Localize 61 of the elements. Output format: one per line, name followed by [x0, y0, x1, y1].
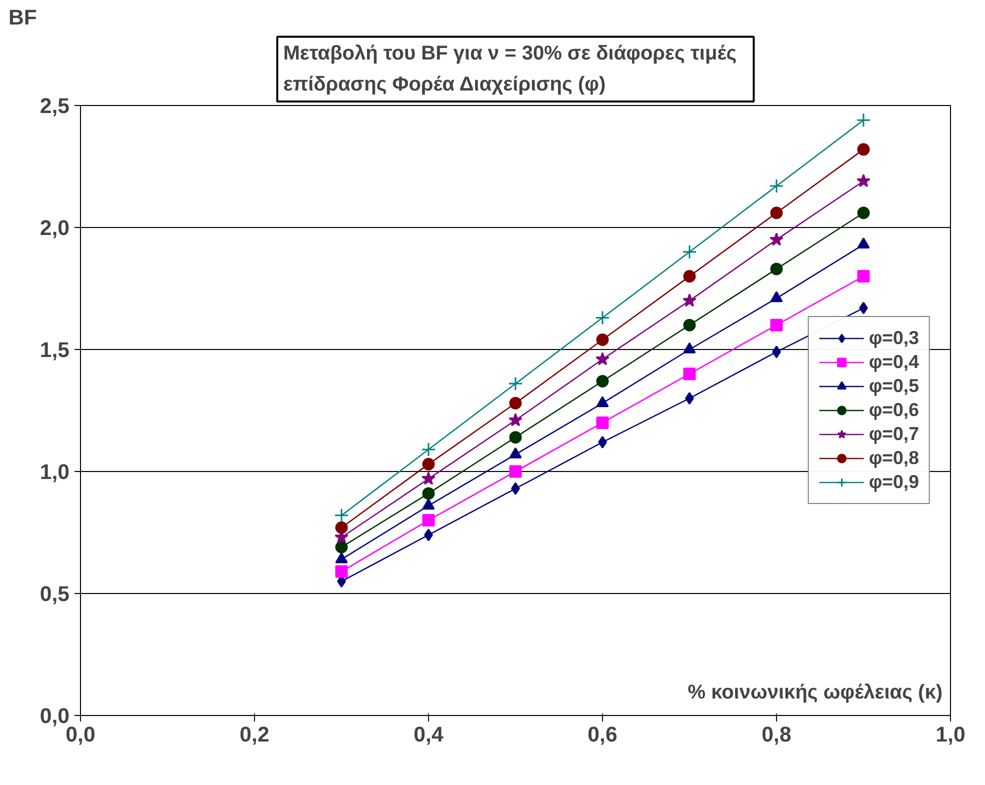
- point: [682, 293, 696, 307]
- point: [596, 334, 609, 346]
- point: [596, 416, 609, 429]
- point: [335, 521, 348, 534]
- legend-label: φ=0,3: [868, 327, 919, 349]
- point: [335, 540, 348, 554]
- point: [683, 342, 696, 354]
- point: [857, 143, 870, 156]
- point: [770, 318, 783, 332]
- point: [769, 178, 784, 194]
- point: [422, 498, 435, 510]
- y-axis-title: BF: [8, 6, 37, 30]
- x-tick-label: 0,2: [240, 722, 270, 746]
- x-tick-label: 0,6: [588, 722, 618, 746]
- x-tick-label: 0,8: [762, 722, 792, 746]
- point: [509, 396, 522, 410]
- point: [683, 270, 696, 283]
- point: [596, 352, 610, 366]
- point: [770, 291, 783, 302]
- legend-label: φ=0,7: [868, 423, 919, 445]
- point: [422, 472, 436, 485]
- y-tick-label: 1,5: [40, 338, 70, 362]
- point: [856, 112, 871, 128]
- point: [857, 270, 870, 283]
- point: [596, 396, 609, 408]
- legend-label: φ=0,5: [868, 375, 919, 397]
- x-tick-label: 0,4: [414, 722, 444, 746]
- x-axis-title: % κοινωνικής ωφέλειας (κ): [688, 682, 943, 704]
- point: [334, 508, 349, 523]
- point: [421, 442, 436, 457]
- point: [508, 413, 522, 426]
- legend-label: φ=0,8: [868, 447, 919, 469]
- y-tick-label: 2,0: [40, 216, 70, 240]
- chart-title: Μεταβολή του BF για ν = 30% σε διάφορες τιμές επίδρασης Φορέα Διαχείρισης (φ): [283, 42, 737, 96]
- point: [770, 262, 783, 276]
- point: [335, 552, 348, 564]
- point: [683, 368, 696, 380]
- point: [682, 244, 697, 260]
- point: [596, 374, 609, 388]
- point: [770, 232, 784, 246]
- y-tick-label: 1,0: [40, 460, 70, 484]
- legend-label: φ=0,9: [868, 471, 919, 493]
- point: [422, 487, 435, 500]
- point: [422, 514, 435, 527]
- x-tick-label: 1,0: [936, 722, 966, 746]
- point: [770, 206, 783, 220]
- point: [857, 237, 870, 249]
- point: [857, 206, 870, 220]
- y-tick-label: 2,5: [40, 94, 70, 118]
- point: [509, 431, 522, 444]
- point: [508, 376, 523, 391]
- legend-label: φ=0,4: [868, 351, 919, 373]
- y-tick-label: 0,5: [40, 582, 70, 606]
- point: [422, 458, 435, 470]
- point: [683, 318, 696, 332]
- point: [595, 310, 610, 326]
- point: [856, 174, 870, 188]
- point: [335, 565, 348, 578]
- legend-label: φ=0,6: [868, 399, 919, 421]
- point: [509, 447, 522, 458]
- point: [509, 465, 522, 478]
